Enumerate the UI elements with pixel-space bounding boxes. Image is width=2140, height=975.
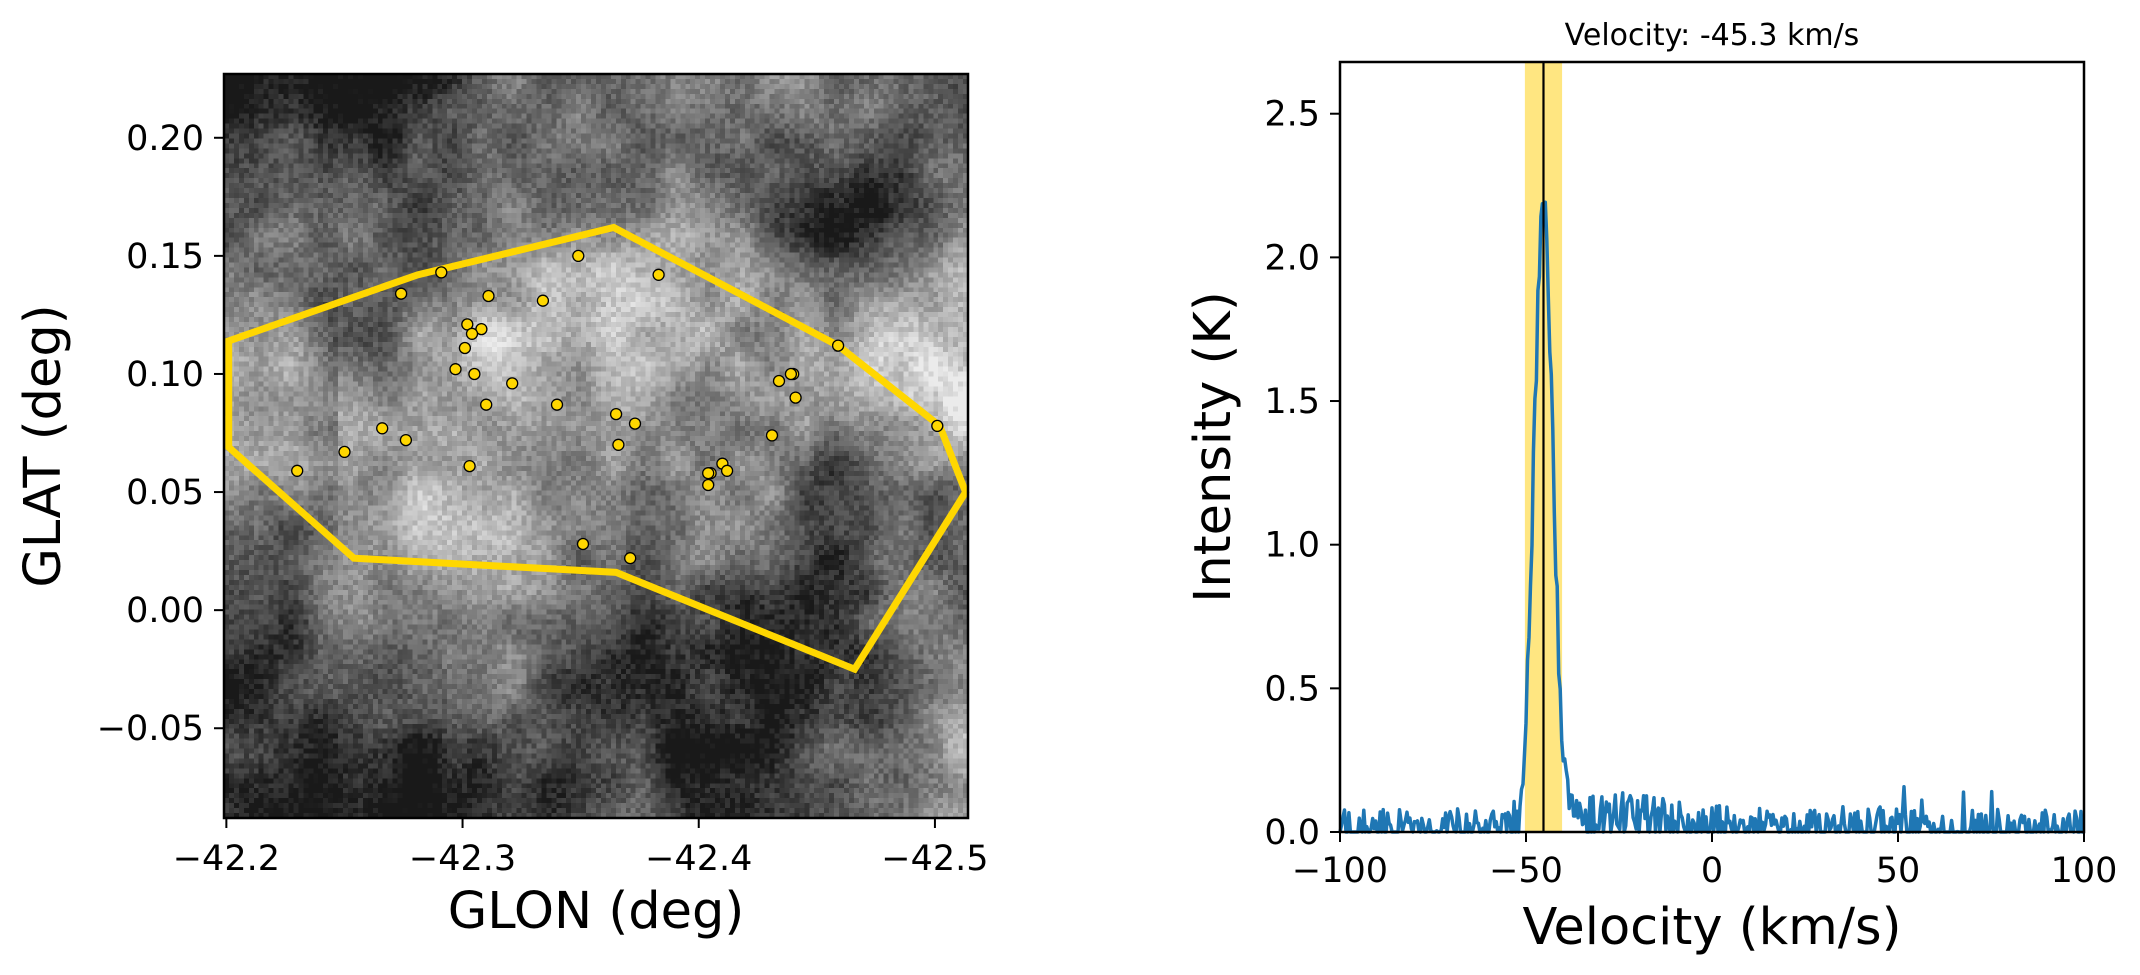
source-point	[624, 552, 637, 565]
map-x-tick-label: −42.2	[173, 839, 280, 879]
source-point	[765, 429, 779, 442]
source-point	[482, 289, 495, 303]
source-point	[480, 398, 493, 411]
source-point	[338, 445, 351, 459]
source-point	[831, 339, 845, 352]
source-point	[789, 391, 802, 404]
spectrum-x-tick-label: −50	[1489, 851, 1563, 891]
map-y-tick-label: 0.10	[126, 355, 204, 395]
spectrum-y-tick-label: 1.5	[1264, 382, 1320, 422]
spectrum-y-ticks: 0.0 0.5 1.0 1.5 2.0 2.5	[1264, 95, 1340, 853]
map-axes-frame	[222, 72, 970, 820]
source-point	[394, 287, 408, 300]
spectrum-x-ticks: −100 −50 0 50 100	[1292, 832, 2117, 891]
source-point	[576, 537, 590, 551]
map-y-tick-label: 0.20	[126, 119, 204, 159]
source-point	[612, 438, 625, 451]
source-point	[572, 249, 585, 263]
spectrum-x-tick-label: 50	[1876, 851, 1921, 891]
spectrum-x-tick-label: 0	[1701, 851, 1723, 891]
spectrum-panel: −100 −50 0 50 100 0.0 0.5 1.0 1.5 2.0 2.5 Velocit…	[1184, 18, 2117, 957]
spectrum-y-tick-label: 0.0	[1264, 813, 1320, 853]
map-y-tick-label: 0.00	[126, 591, 204, 631]
source-point	[291, 464, 304, 477]
spectrum-y-tick-label: 1.0	[1264, 526, 1320, 566]
intensity-map-image	[224, 74, 968, 818]
source-point	[458, 341, 472, 355]
source-point	[376, 422, 389, 435]
source-point	[465, 327, 479, 340]
source-point	[435, 266, 448, 279]
source-point	[702, 478, 715, 492]
source-point	[784, 367, 798, 381]
source-point	[449, 363, 462, 376]
spectrum-y-tick-label: 0.5	[1264, 669, 1320, 709]
map-x-tick-label: −42.3	[409, 839, 516, 879]
source-point	[463, 459, 476, 473]
map-y-axis-label: GLAT (deg)	[14, 304, 73, 587]
source-point	[772, 374, 786, 388]
map-y-tick-label: 0.15	[126, 237, 204, 277]
spectrum-title: Velocity: -45.3 km/s	[1565, 18, 1860, 53]
source-point	[702, 467, 715, 480]
source-point	[468, 367, 481, 381]
map-x-tick-label: −42.5	[881, 839, 988, 879]
spectrum-x-tick-label: 100	[2051, 851, 2118, 891]
map-overlay	[225, 223, 970, 674]
map-y-tick-label: 0.05	[126, 473, 204, 513]
spectrum-y-tick-label: 2.0	[1264, 238, 1320, 278]
map-x-ticks: −42.2 −42.3 −42.4 −42.5	[173, 818, 989, 879]
map-y-ticks: 0.20 0.15 0.10 0.05 0.00 −0.05	[97, 119, 224, 749]
spectrum-line	[1338, 200, 2085, 834]
source-point	[652, 268, 665, 281]
source-point	[628, 417, 642, 430]
region-polygon	[225, 223, 970, 674]
spectrum-y-axis-label: Intensity (K)	[1184, 291, 1243, 602]
source-point	[399, 433, 413, 447]
source-point	[506, 377, 519, 390]
map-x-axis-label: GLON (deg)	[448, 882, 745, 941]
spectrum-x-tick-label: −100	[1292, 851, 1388, 891]
source-point	[720, 464, 734, 477]
spectrum-x-axis-label: Velocity (km/s)	[1522, 898, 1901, 957]
source-point	[609, 407, 623, 421]
source-point	[931, 419, 944, 433]
map-x-tick-label: −42.4	[645, 839, 752, 879]
spectrum-axes-frame	[1338, 60, 2086, 834]
source-point	[550, 398, 564, 411]
map-y-tick-label: −0.05	[97, 709, 204, 749]
source-point	[536, 294, 550, 307]
map-panel: −42.2 −42.3 −42.4 −42.5 0.20 0.15 0.10 0.05 0.0…	[14, 72, 989, 941]
spectrum-y-tick-label: 2.5	[1264, 95, 1320, 135]
